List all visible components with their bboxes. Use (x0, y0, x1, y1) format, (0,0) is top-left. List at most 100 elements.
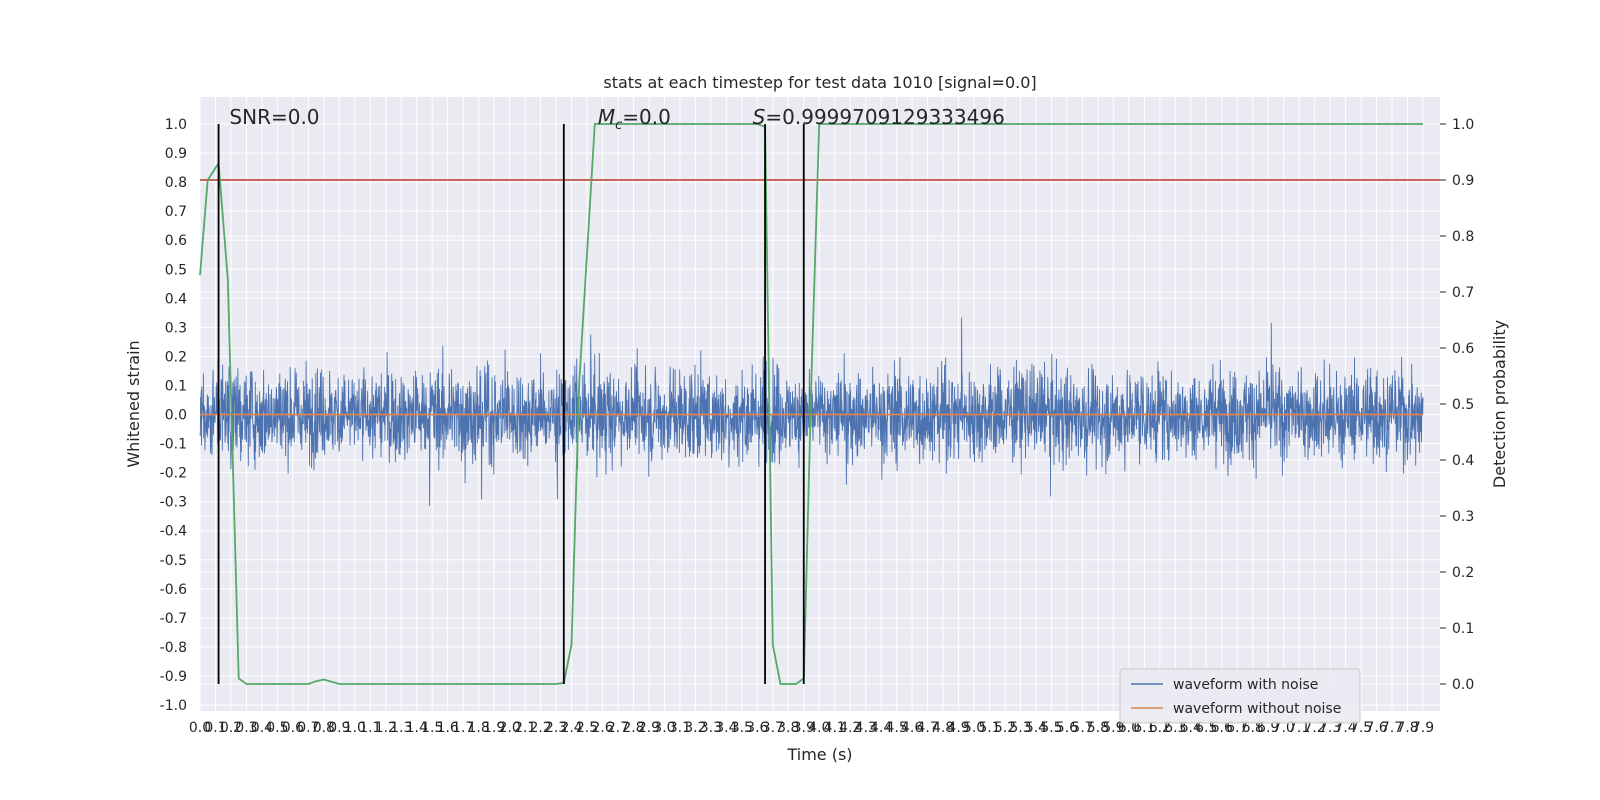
x-tick-label: 3.0 (653, 720, 675, 736)
x-tick-label: 5.3 (1009, 720, 1031, 736)
x-tick-label: 6.1 (1133, 720, 1155, 736)
right-y-tick-label: 0.4 (1452, 453, 1474, 469)
x-tick-label: 5.8 (1087, 720, 1109, 736)
left-y-tick-label: 0.5 (165, 262, 187, 278)
right-y-tick-label: 0.2 (1452, 565, 1474, 581)
left-y-tick-label: 0.9 (165, 146, 187, 162)
x-tick-label: 3.3 (700, 720, 722, 736)
x-tick-label: 0.3 (235, 720, 257, 736)
annotation-text: S=0.9999709129333496 (753, 105, 1005, 129)
left-y-tick-label: 0.4 (165, 291, 187, 307)
x-tick-label: 5.4 (1025, 720, 1047, 736)
annotation-text: SNR=0.0 (229, 105, 319, 129)
x-tick-label: 3.9 (793, 720, 815, 736)
x-tick-label: 4.5 (886, 720, 908, 736)
x-tick-label: 6.5 (1195, 720, 1217, 736)
right-y-tick-label: 0.0 (1452, 677, 1474, 693)
x-tick-label: 7.6 (1365, 720, 1387, 736)
right-y-tick-label: 1.0 (1452, 117, 1474, 133)
annotation-text: Mc=0.0 (598, 105, 671, 133)
left-y-tick-label: -0.9 (160, 669, 187, 685)
legend: waveform with noise waveform without noi… (1119, 668, 1361, 724)
left-y-tick-label: -0.8 (160, 640, 187, 656)
annotations: SNR=0.0 Mc=0.0 S=0.9999709129333496 (229, 105, 1004, 133)
x-tick-label: 5.6 (1056, 720, 1078, 736)
right-y-tick-label: 0.9 (1452, 173, 1474, 189)
left-y-tick-labels: -1.0 -0.9 -0.8 -0.7 -0.6 -0.5 -0.4 -0.3 -0.2 -0.1… (160, 117, 187, 714)
x-tick-label: 0.7 (297, 720, 319, 736)
x-axis-label: Time (s) (786, 745, 852, 764)
x-tick-labels: 0.00.10.20.30.40.50.60.70.80.91.01.11.21… (189, 720, 1434, 736)
x-tick-label: 3.6 (746, 720, 768, 736)
left-y-tick-label: -0.4 (160, 524, 187, 540)
x-tick-label: 1.2 (375, 720, 397, 736)
right-y-tick-label: 0.7 (1452, 285, 1474, 301)
right-y-tick-label: 0.8 (1452, 229, 1474, 245)
x-tick-label: 7.3 (1319, 720, 1341, 736)
x-tick-label: 1.5 (421, 720, 443, 736)
x-tick-label: 0.0 (189, 720, 211, 736)
left-y-tick-label: -0.2 (160, 466, 187, 482)
x-tick-label: 7.0 (1273, 720, 1295, 736)
left-y-tick-label: -0.3 (160, 495, 187, 511)
left-y-tick-label: 0.2 (165, 349, 187, 365)
x-tick-label: 1.1 (359, 720, 381, 736)
x-tick-label: 5.1 (978, 720, 1000, 736)
x-tick-label: 1.7 (452, 720, 474, 736)
x-tick-label: 7.9 (1412, 720, 1434, 736)
x-tick-label: 4.6 (901, 720, 923, 736)
x-tick-label: 2.9 (638, 720, 660, 736)
x-tick-label: 4.8 (932, 720, 954, 736)
x-tick-label: 6.9 (1257, 720, 1279, 736)
x-tick-label: 6.3 (1164, 720, 1186, 736)
x-tick-label: 5.0 (963, 720, 985, 736)
vertical-markers (217, 124, 805, 684)
left-y-tick-label: -1.0 (160, 698, 187, 714)
x-tick-label: 5.9 (1102, 720, 1124, 736)
x-tick-label: 0.9 (328, 720, 350, 736)
x-tick-label: 4.4 (870, 720, 892, 736)
x-tick-label: 0.6 (282, 720, 304, 736)
x-tick-label: 2.3 (545, 720, 567, 736)
legend-box (1119, 668, 1361, 724)
x-tick-label: 3.7 (762, 720, 784, 736)
waveform-with-noise-series (199, 317, 1424, 507)
left-y-tick-label: -0.7 (160, 611, 187, 627)
x-tick-label: 2.4 (560, 720, 582, 736)
left-y-tick-label: 1.0 (165, 117, 187, 133)
left-y-tick-label: 0.6 (165, 233, 187, 249)
x-tick-label: 0.2 (220, 720, 242, 736)
x-tick-label: 1.8 (468, 720, 490, 736)
x-tick-label: 3.5 (731, 720, 753, 736)
x-tick-label: 2.6 (591, 720, 613, 736)
x-tick-label: 2.2 (529, 720, 551, 736)
left-y-axis-label: Whitened strain (124, 340, 143, 467)
x-tick-label: 3.4 (715, 720, 737, 736)
x-tick-label: 6.8 (1242, 720, 1264, 736)
x-tick-label: 2.1 (514, 720, 536, 736)
x-tick-label: 6.2 (1149, 720, 1171, 736)
x-tick-label: 7.2 (1304, 720, 1326, 736)
x-tick-label: 1.4 (406, 720, 428, 736)
x-tick-label: 4.1 (824, 720, 846, 736)
x-tick-label: 6.7 (1226, 720, 1248, 736)
x-tick-label: 1.9 (483, 720, 505, 736)
left-y-tick-label: 0.1 (165, 378, 187, 394)
x-tick-label: 7.4 (1334, 720, 1356, 736)
x-tick-label: 5.2 (994, 720, 1016, 736)
x-tick-label: 2.0 (498, 720, 520, 736)
x-tick-label: 4.2 (839, 720, 861, 736)
x-tick-label: 2.5 (576, 720, 598, 736)
legend-label-clean: waveform without noise (1173, 701, 1341, 717)
left-y-tick-label: -0.5 (160, 553, 187, 569)
left-y-tick-label: -0.1 (160, 437, 187, 453)
x-tick-label: 2.7 (607, 720, 629, 736)
x-tick-label: 6.6 (1211, 720, 1233, 736)
x-tick-label: 5.5 (1040, 720, 1062, 736)
right-y-tick-label: 0.5 (1452, 397, 1474, 413)
x-tick-label: 3.8 (777, 720, 799, 736)
x-tick-label: 7.8 (1396, 720, 1418, 736)
x-tick-label: 1.6 (437, 720, 459, 736)
x-tick-label: 4.3 (855, 720, 877, 736)
